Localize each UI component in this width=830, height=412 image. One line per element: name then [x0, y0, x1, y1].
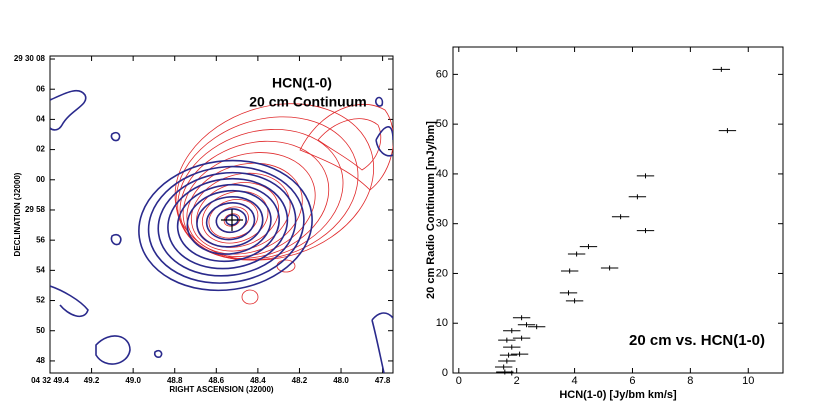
contour-hcn: [371, 312, 393, 373]
y-tick-label: 52: [36, 296, 45, 305]
y-tick-label: 00: [36, 175, 45, 184]
annotation: HCN(1-0): [272, 75, 332, 91]
contour-continuum: [223, 213, 241, 227]
y-tick-label: 29 58: [25, 205, 46, 214]
x-tick-label: 0: [456, 375, 462, 387]
contour-hcn: [375, 96, 384, 107]
x-tick-label: 48.8: [167, 376, 183, 385]
contour-hcn: [167, 177, 289, 270]
contour-continuum: [182, 152, 316, 257]
y-tick-label: 20: [436, 267, 448, 279]
y-tick-label: 29 30 08: [14, 54, 46, 63]
contour-hcn: [50, 285, 89, 318]
contour-continuum: [208, 199, 259, 239]
y-tick-label: 40: [436, 168, 448, 180]
y-tick-label: 60: [436, 68, 448, 80]
plot-frame: [49, 55, 394, 374]
contour-hcn: [215, 208, 248, 234]
contour-hcn: [375, 126, 393, 157]
y-tick-label: 56: [36, 235, 45, 244]
contour-hcn: [205, 202, 256, 241]
x-axis-label: HCN(1-0) [Jy/bm km/s]: [559, 389, 677, 401]
y-tick-label: 50: [436, 118, 448, 130]
x-tick-label: 6: [629, 375, 635, 387]
contour-hcn: [110, 233, 122, 246]
contour-map: 04 32 49.4 49.2 49.0 48.8 48.6 48.4 48.2 48.0 47…: [13, 54, 394, 394]
x-tick-label: 47.8: [375, 376, 391, 385]
y-tick-label: 06: [36, 84, 45, 93]
contour-hcn: [186, 189, 272, 255]
contour-hcn: [153, 349, 163, 358]
contour-hcn: [157, 171, 297, 277]
annotation: 20 cm vs. HCN(1-0): [629, 332, 765, 349]
x-axis-label: RIGHT ASCENSION (J2000): [169, 385, 274, 394]
contour-continuum: [174, 103, 375, 261]
contour-continuum: [241, 289, 259, 305]
contour-hcn: [138, 159, 313, 292]
x-tick-label: 49.2: [84, 376, 100, 385]
contour-hcn: [196, 196, 264, 248]
y-tick-label: 04: [36, 115, 45, 124]
y-tick-label: 50: [36, 326, 45, 335]
x-tick-label: 8: [687, 375, 693, 387]
contour-continuum: [299, 103, 393, 191]
contour-continuum: [317, 118, 382, 171]
contour-hcn: [95, 335, 131, 365]
contour-hcn: [225, 214, 239, 226]
contour-hcn: [147, 165, 305, 284]
contour-hcn: [110, 131, 121, 142]
y-tick-label: 02: [36, 145, 45, 154]
x-tick-label: 49.0: [125, 376, 141, 385]
x-tick-label: 48.4: [250, 376, 266, 385]
annotation: 20 cm Continuum: [249, 94, 366, 110]
x-tick-label: 2: [514, 375, 520, 387]
contours: [50, 90, 393, 373]
y-axis-label: 20 cm Radio Continuum [mJy/bm]: [425, 121, 437, 299]
y-axis-label: DECLINATION (J2000): [13, 172, 22, 256]
y-tick-label: 30: [436, 218, 448, 230]
y-tick-label: 0: [442, 367, 448, 379]
y-tick-label: 48: [36, 356, 45, 365]
plot-frame: [452, 46, 784, 374]
x-tick-label: 04 32 49.4: [31, 376, 69, 385]
contour-hcn: [176, 183, 280, 263]
x-tick-label: 4: [572, 375, 578, 387]
x-tick-label: 10: [742, 375, 754, 387]
y-tick-label: 10: [436, 317, 448, 329]
contour-hcn: [50, 90, 87, 131]
y-tick-label: 54: [36, 265, 45, 274]
x-tick-label: 48.6: [209, 376, 225, 385]
scatter-plot: 0 2 4 6 8 10 0 10 20 30 40 50 60 HCN(1-0) [Jy/bm km/s…: [425, 46, 784, 401]
x-tick-label: 48.2: [292, 376, 308, 385]
x-tick-label: 48.0: [333, 376, 349, 385]
